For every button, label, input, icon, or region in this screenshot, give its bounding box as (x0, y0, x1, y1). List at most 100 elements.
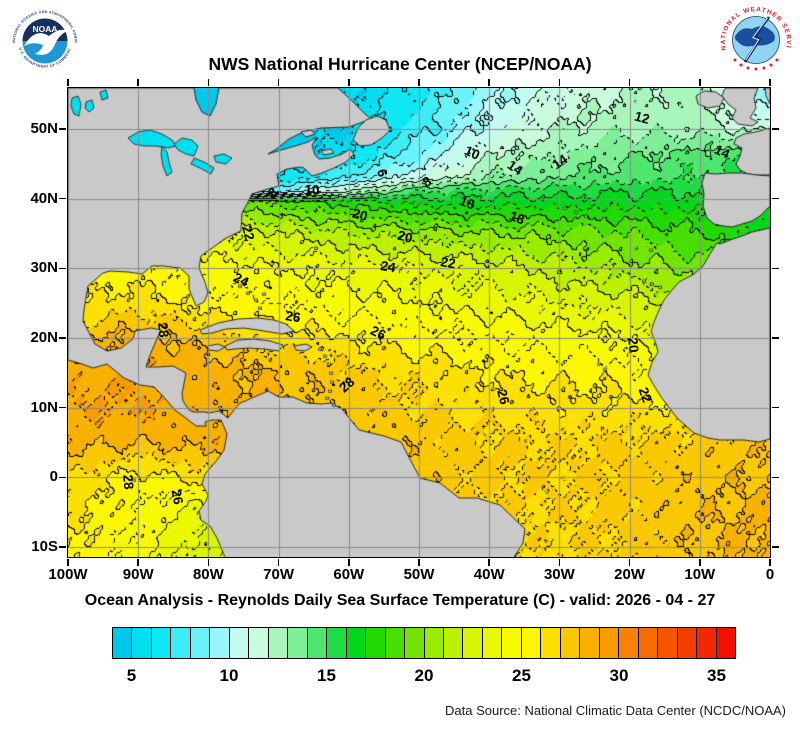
axis-tick (769, 559, 771, 566)
colorbar-tick-label: 20 (414, 666, 434, 685)
axis-tick (772, 546, 779, 548)
contour-label: 20 (625, 336, 642, 354)
y-axis-label: 50N (30, 119, 58, 137)
axis-tick (772, 337, 779, 339)
colorbar-cell (190, 628, 211, 658)
colorbar-cell (599, 628, 620, 658)
axis-tick (488, 79, 490, 86)
y-axis-label: 20N (30, 328, 58, 346)
colorbar-cell (151, 628, 172, 658)
axis-tick (207, 79, 210, 86)
nws-ring-dots (733, 58, 779, 71)
colorbar-cell (443, 628, 464, 658)
axis-tick (418, 559, 420, 566)
x-axis-label: 80W (192, 566, 224, 583)
colorbar-cell (385, 628, 406, 658)
colorbar-cell (249, 628, 269, 658)
noaa-logo: NATIONAL OCEANIC AND ATMOSPHERIC ADMINIS… (10, 6, 80, 76)
colorbar-cell (697, 628, 717, 658)
axis-tick (59, 267, 66, 270)
colorbar-cell (638, 628, 659, 658)
colorbar-cell (307, 628, 328, 658)
colorbar-tick-label: 15 (317, 666, 336, 685)
axis-tick (137, 559, 139, 566)
x-axis-label: 40W (473, 566, 505, 583)
axis-tick (772, 476, 779, 479)
axis-tick (137, 79, 139, 86)
axis-tick (699, 559, 701, 566)
contour-label: 28 (155, 321, 172, 339)
axis-tick (67, 79, 69, 86)
contour-label: 24 (379, 258, 397, 276)
map-subtitle: Ocean Analysis - Reynolds Daily Sea Surf… (84, 592, 716, 609)
axis-tick (772, 267, 779, 270)
contour-label: 10 (304, 182, 320, 198)
y-axis-label: 30N (30, 259, 58, 277)
axis-tick (277, 559, 280, 566)
colorbar-cell (405, 628, 425, 658)
axis-tick (207, 559, 210, 566)
x-axis-label: 50W (403, 566, 435, 583)
data-source-caption: Data Source: National Climatic Data Cent… (445, 703, 786, 718)
nws-lightning-highlight (745, 17, 768, 61)
colorbar-tick-label: 25 (512, 666, 531, 685)
axis-tick (772, 197, 779, 200)
x-axis-label: 90W (122, 566, 154, 583)
colorbar-cell (482, 628, 503, 658)
colorbar-cell (541, 628, 561, 658)
colorbar-cell (716, 628, 735, 658)
colorbar-cell (346, 628, 367, 658)
axis-tick (348, 79, 350, 86)
colorbar-cell (521, 628, 542, 658)
axis-tick (772, 406, 779, 409)
colorbar-cell (132, 628, 152, 658)
colorbar-cell (424, 628, 444, 658)
axis-tick (277, 79, 280, 86)
colorbar-tick-label: 30 (609, 666, 629, 685)
axis-tick (558, 559, 561, 566)
colorbar-cell (580, 628, 600, 658)
colorbar-cell (210, 628, 230, 658)
colorbar-cell (327, 628, 347, 658)
contour-label: 22 (439, 254, 457, 272)
colorbar-cell (229, 628, 250, 658)
contour-label: 26 (168, 488, 186, 506)
axis-tick (59, 406, 66, 409)
x-axis-label: 20W (614, 566, 646, 583)
colorbar-cell (171, 628, 191, 658)
x-axis-label: 100W (48, 566, 88, 583)
axis-tick (628, 559, 631, 566)
axis-tick (558, 79, 561, 86)
axis-tick (772, 128, 779, 130)
y-axis-label: 10N (30, 398, 58, 416)
noaa-seagull-icon (24, 29, 67, 55)
colorbar-cell (619, 628, 639, 658)
colorbar-tick-label: 5 (126, 666, 137, 685)
colorbar-tick-label: 10 (219, 666, 239, 685)
noaa-acronym: NOAA (32, 24, 57, 34)
nws-logo: NATIONAL WEATHER SERVICE (720, 4, 792, 76)
axis-tick (488, 559, 490, 566)
x-axis-label: 10W (684, 566, 716, 583)
colorbar-cell (268, 628, 289, 658)
colorbar-cell (113, 628, 133, 658)
axis-tick (418, 79, 420, 86)
axis-tick (699, 79, 701, 86)
colorbar-tick-label: 35 (707, 666, 726, 685)
colorbar-cell (463, 628, 483, 658)
x-axis-label: 60W (333, 566, 365, 583)
sst-map-canvas (68, 88, 770, 557)
axis-tick (348, 559, 350, 566)
contour-label: 28 (120, 473, 137, 491)
axis-tick (59, 197, 66, 200)
x-axis-label: 70W (263, 566, 295, 583)
y-axis-label: 0 (49, 468, 58, 486)
x-axis-label: 0 (765, 566, 775, 583)
colorbar-cell (502, 628, 522, 658)
axis-tick (67, 559, 69, 566)
axis-tick (628, 79, 631, 86)
axis-tick (59, 476, 66, 479)
temperature-colorbar (112, 627, 736, 659)
x-axis-label: 30W (543, 566, 575, 583)
